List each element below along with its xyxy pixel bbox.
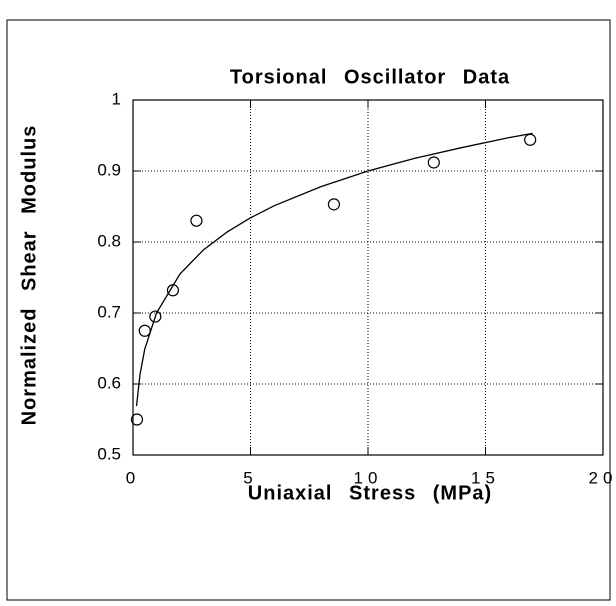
point — [149, 310, 162, 323]
x-tick-label: 20 — [589, 468, 616, 487]
y-tick-label: 1 — [112, 89, 121, 108]
fit-curve — [135, 132, 533, 407]
y-tick-label: 0.9 — [97, 160, 121, 179]
y-tick-label: 0.5 — [97, 444, 121, 463]
y-axis-label: Normalized Shear Modulus — [18, 125, 40, 426]
x-tick-label: 10 — [354, 468, 383, 487]
point — [190, 214, 203, 227]
x-tick-label: 5 — [243, 468, 257, 487]
x-tick-label: 15 — [471, 468, 500, 487]
y-tick-label: 0.8 — [97, 231, 121, 250]
point — [524, 133, 537, 146]
y-tick-label: 0.6 — [97, 373, 121, 392]
x-axis-label: Uniaxial Stress (MPa) — [248, 482, 492, 504]
y-tick-label: 0.7 — [97, 302, 121, 321]
point — [130, 413, 144, 426]
chart-title: Torsional Oscillator Data — [230, 66, 510, 88]
plot-frame — [132, 99, 604, 456]
point — [327, 198, 341, 211]
point — [138, 324, 151, 337]
frame — [6, 19, 611, 601]
point — [427, 156, 440, 169]
x-tick-label: 0 — [126, 468, 140, 487]
